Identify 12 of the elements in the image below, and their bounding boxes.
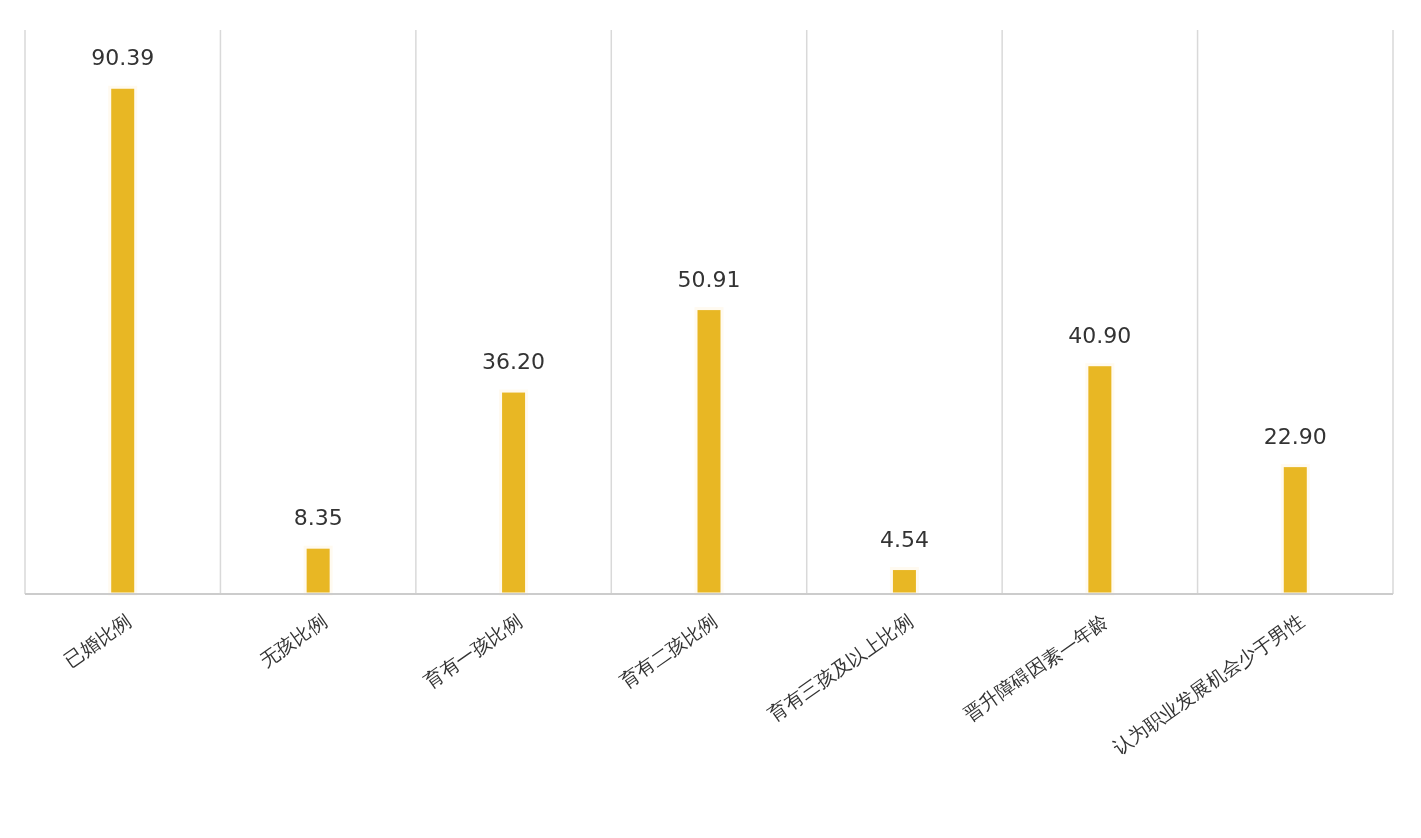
data-label: 40.90: [1068, 322, 1132, 348]
data-label: 50.91: [677, 266, 741, 292]
x-tick-label: 无孩比例: [255, 609, 331, 671]
x-tick-label: 育有三孩及以上比例: [764, 609, 917, 726]
data-label: 4.54: [879, 526, 929, 552]
data-label: 36.20: [482, 349, 546, 375]
x-tick-label: 育有二孩比例: [615, 609, 722, 693]
x-tick-label: 育有一孩比例: [419, 609, 526, 693]
x-tick-label: 已婚比例: [60, 609, 136, 671]
data-label: 8.35: [293, 505, 343, 531]
data-label: 90.39: [91, 45, 155, 71]
data-label: 22.90: [1263, 423, 1327, 449]
